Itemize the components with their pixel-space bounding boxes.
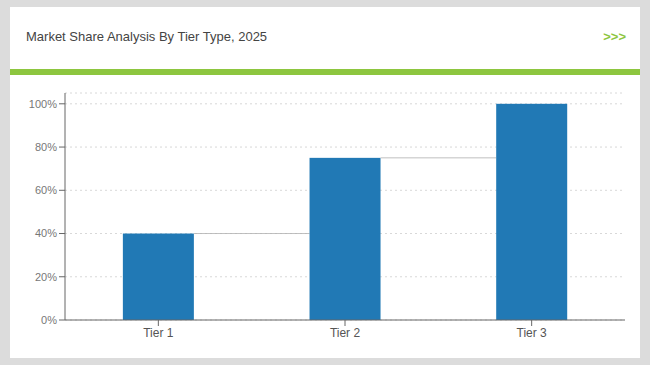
svg-text:60%: 60%: [35, 184, 57, 196]
svg-text:20%: 20%: [35, 271, 57, 283]
svg-text:40%: 40%: [35, 227, 57, 239]
svg-text:Tier 3: Tier 3: [517, 326, 548, 340]
svg-text:100%: 100%: [29, 98, 57, 110]
svg-text:80%: 80%: [35, 141, 57, 153]
svg-text:Tier 2: Tier 2: [330, 326, 361, 340]
svg-text:Tier 1: Tier 1: [143, 326, 174, 340]
svg-text:0%: 0%: [41, 314, 57, 326]
html-text:Market Share Analysis By Tier: Market Share Analysis By Tier Type, 2025: [26, 29, 268, 44]
